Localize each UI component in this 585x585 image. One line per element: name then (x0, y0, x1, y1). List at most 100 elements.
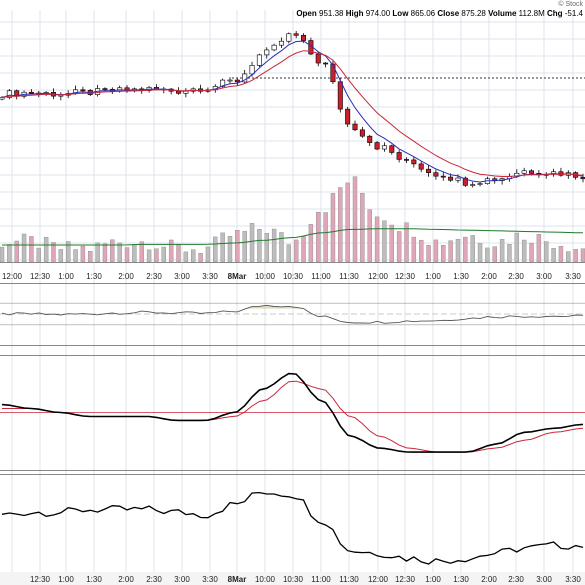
x-tick-label-top: 12:00 (368, 272, 389, 281)
volume-bar (382, 220, 387, 263)
volume-bar (389, 224, 394, 263)
candle-body (411, 159, 417, 165)
volume-bar (551, 248, 556, 263)
candle-body (28, 91, 34, 94)
volume-bar (14, 240, 19, 263)
volume-bar (36, 247, 41, 263)
volume-bar (183, 251, 189, 263)
high-value: 974.00 (365, 9, 391, 18)
volume-bar (330, 193, 336, 263)
low-label: Low (392, 9, 409, 18)
open-label: Open (296, 9, 317, 18)
x-tick-label-top: 2:00 (481, 272, 497, 281)
volume-bar (580, 248, 585, 263)
candle-body (521, 170, 527, 174)
x-tick-label-top: 2:30 (508, 272, 524, 281)
volume-value: 112.8M (518, 9, 545, 18)
volume-bar (419, 239, 424, 263)
cumulative-line (1, 491, 584, 565)
x-tick-label-top: 8Mar (228, 272, 247, 281)
volume-bar (507, 244, 512, 263)
volume-bar (73, 249, 78, 263)
volume-bar (132, 244, 137, 263)
candle-body (256, 54, 262, 66)
candle-body (80, 89, 86, 92)
x-tick-label-top: 1:30 (86, 272, 102, 281)
volume-bar (360, 192, 365, 263)
volume-bar (242, 231, 247, 263)
volume-bar (0, 246, 5, 263)
volume-bar (558, 246, 564, 263)
close-label: Close (437, 9, 460, 18)
x-tick-label-bottom: 3:00 (536, 575, 552, 584)
volume-bar (485, 247, 490, 263)
volume-bar (227, 235, 233, 263)
candle-body (367, 135, 373, 143)
x-tick-label-top: 1:30 (453, 272, 469, 281)
candle-body (352, 123, 358, 131)
volume-bar (117, 242, 122, 263)
volume-bar (7, 244, 12, 263)
x-tick-label-bottom: 12:30 (30, 575, 51, 584)
x-tick-label-top: 1:00 (425, 272, 441, 281)
volume-bar (286, 244, 292, 263)
volume-bar (279, 232, 284, 263)
volume-bar (499, 239, 505, 263)
candle-body (6, 90, 12, 98)
volume-bar (139, 241, 144, 263)
volume-bar (492, 246, 497, 263)
candle-body (301, 35, 307, 41)
x-tick-label-top: 2:00 (118, 272, 134, 281)
candle-body (374, 142, 380, 150)
volume-bar (536, 234, 542, 263)
x-tick-label-bottom: 10:30 (283, 575, 304, 584)
ma-slow-line (1, 50, 584, 177)
volume-bar (316, 211, 321, 263)
volume-bar (544, 241, 549, 263)
volume-bar (441, 245, 446, 263)
candle-body (0, 97, 5, 100)
volume-bar (29, 236, 34, 263)
x-tick-label-bottom: 1:00 (58, 575, 74, 584)
volume-bar (65, 241, 71, 263)
volume-bar (367, 209, 372, 263)
x-tick-label-top: 12:30 (30, 272, 51, 281)
volume-bar (154, 248, 159, 263)
candle-body (403, 159, 409, 161)
candle-body (433, 172, 439, 177)
chg-value: -51.4 (564, 9, 583, 18)
volume-bar (455, 238, 461, 263)
volume-bar (264, 232, 269, 263)
candle-body (323, 62, 329, 65)
x-tick-label-bottom: 3:00 (174, 575, 190, 584)
volume-bar (514, 232, 520, 263)
x-tick-label-top: 12:30 (395, 272, 416, 281)
volume-bar (338, 187, 343, 263)
volume-bar (257, 228, 262, 263)
volume-bar (235, 230, 240, 263)
low-value: 865.06 (410, 9, 436, 18)
volume-bar (176, 244, 181, 263)
volume-bar (352, 176, 358, 263)
candle-body (477, 183, 483, 185)
candle-body (227, 79, 233, 82)
candle-body (102, 88, 108, 90)
volume-bar (308, 224, 314, 263)
x-tick-label-bottom: 2:30 (146, 575, 162, 584)
volume-bar (566, 251, 571, 263)
x-tick-label-top: 3:00 (536, 272, 552, 281)
volume-bar (205, 246, 211, 263)
volume-bar (58, 249, 64, 263)
volume-bar (213, 236, 218, 263)
oscillator-line (1, 304, 584, 324)
volume-bar (191, 249, 196, 263)
candle-body (448, 176, 454, 181)
x-tick-label-bottom: 10:00 (255, 575, 276, 584)
candle-body (396, 152, 402, 160)
x-tick-label-top: 11:30 (339, 272, 359, 281)
volume-bar (124, 247, 130, 263)
volume-bar (573, 249, 578, 263)
volume-bar (470, 235, 475, 263)
candle-body (389, 145, 395, 153)
x-tick-label-top: 10:30 (283, 272, 304, 281)
